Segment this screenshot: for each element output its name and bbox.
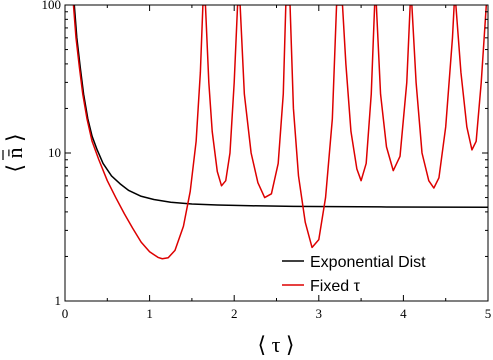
legend-label-fixed: Fixed τ [310,278,361,295]
y-axis-ticks: 1 10 100 [42,0,488,308]
y-tick-label: 1 [55,293,62,308]
legend: Exponential Dist Fixed τ [282,254,426,295]
x-axis-ticks: 0 1 2 3 4 5 [62,5,492,321]
y-axis-label: ⟨ n̄ ⟩ [2,133,27,172]
x-tick-label: 3 [316,306,323,321]
series-line-1 [72,5,488,260]
legend-label-exponential: Exponential Dist [310,254,426,271]
y-tick-label: 100 [42,0,62,12]
series-layer [72,5,488,260]
x-tick-label: 2 [231,306,238,321]
x-tick-label: 0 [62,306,69,321]
x-axis-label: ⟨ τ ⟩ [257,332,294,357]
y-tick-label: 10 [48,145,61,160]
series-line-0 [73,5,488,208]
x-tick-label: 1 [146,306,153,321]
x-tick-label: 4 [400,306,407,321]
x-tick-label: 5 [485,306,492,321]
